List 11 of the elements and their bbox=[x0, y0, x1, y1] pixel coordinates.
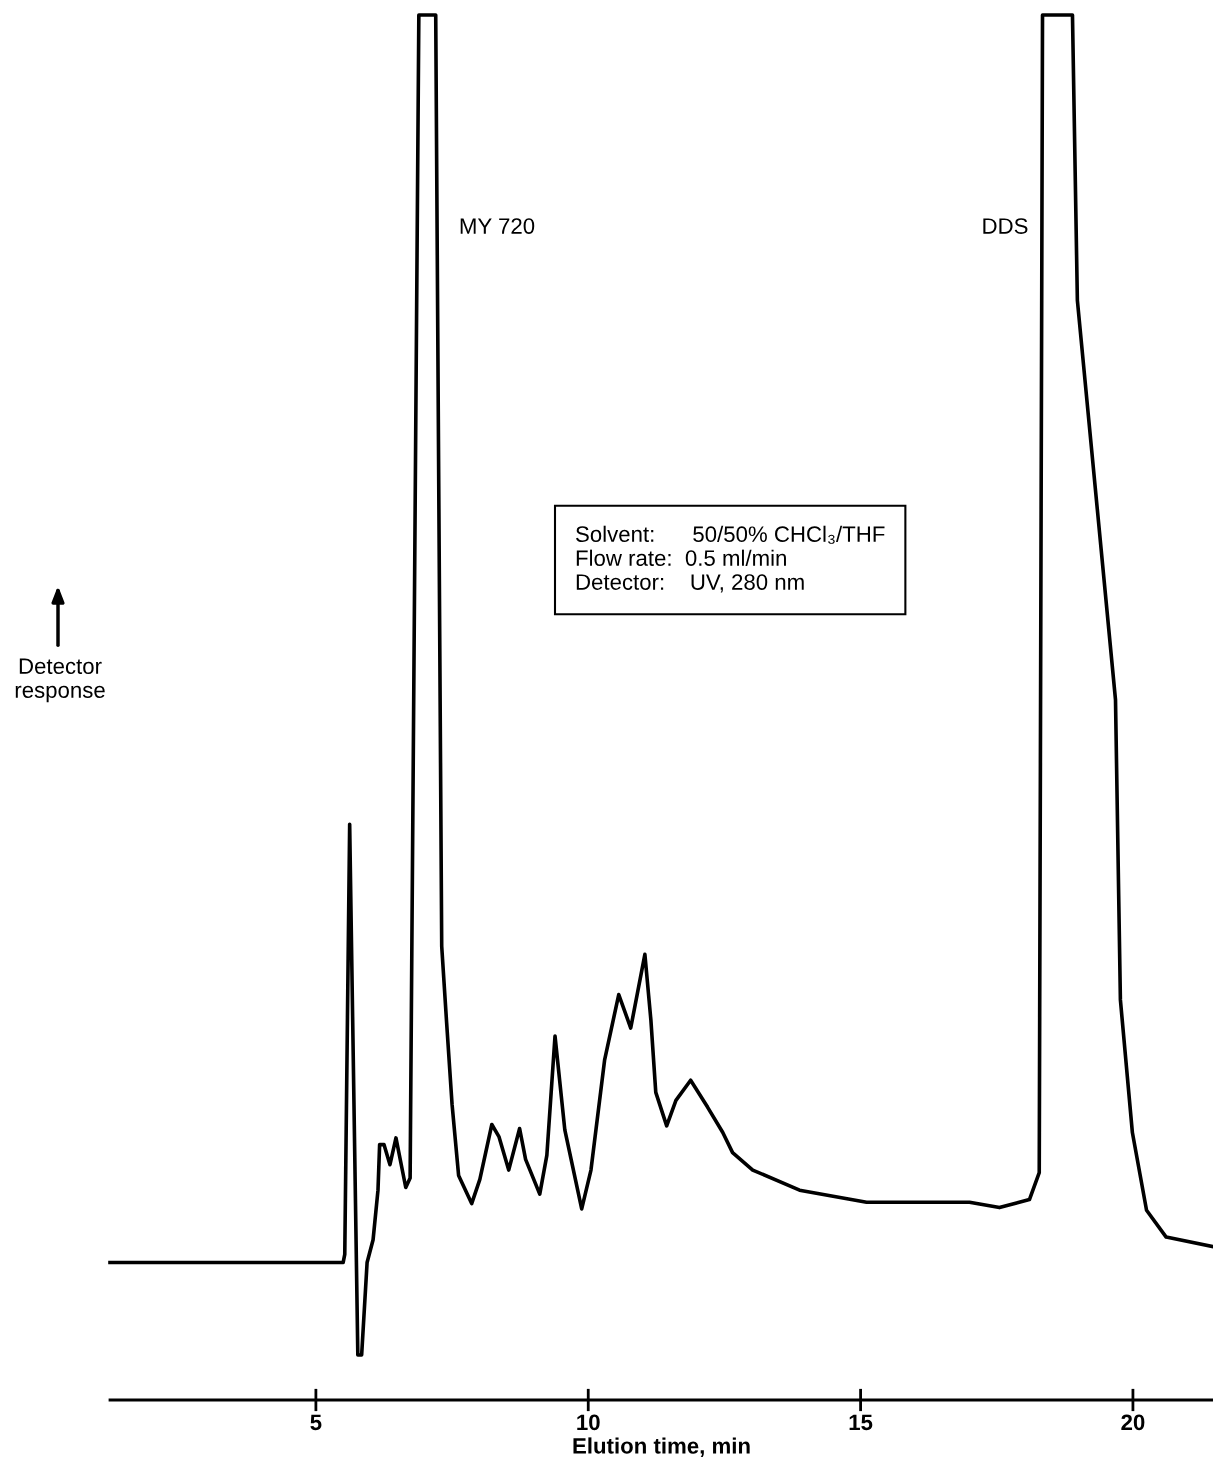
annotation: Solvent: 50/50% CHCl₃/THF bbox=[576, 525, 885, 544]
x-tick-label: 15 bbox=[849, 1414, 873, 1431]
annotation: Flow rate: 0.5 ml/min bbox=[576, 549, 786, 566]
x-tick-label: 5 bbox=[310, 1414, 322, 1431]
y-axis-title: Detector response bbox=[15, 658, 105, 703]
annotation: DDS bbox=[983, 218, 1028, 234]
annotation: Detector: UV, 280 nm bbox=[576, 574, 804, 593]
x-tick-label: 10 bbox=[577, 1414, 600, 1431]
annotation: MY 720 bbox=[460, 218, 535, 234]
x-tick-label: 20 bbox=[1121, 1414, 1145, 1431]
x-axis-title: Elution time, min bbox=[573, 1437, 750, 1457]
